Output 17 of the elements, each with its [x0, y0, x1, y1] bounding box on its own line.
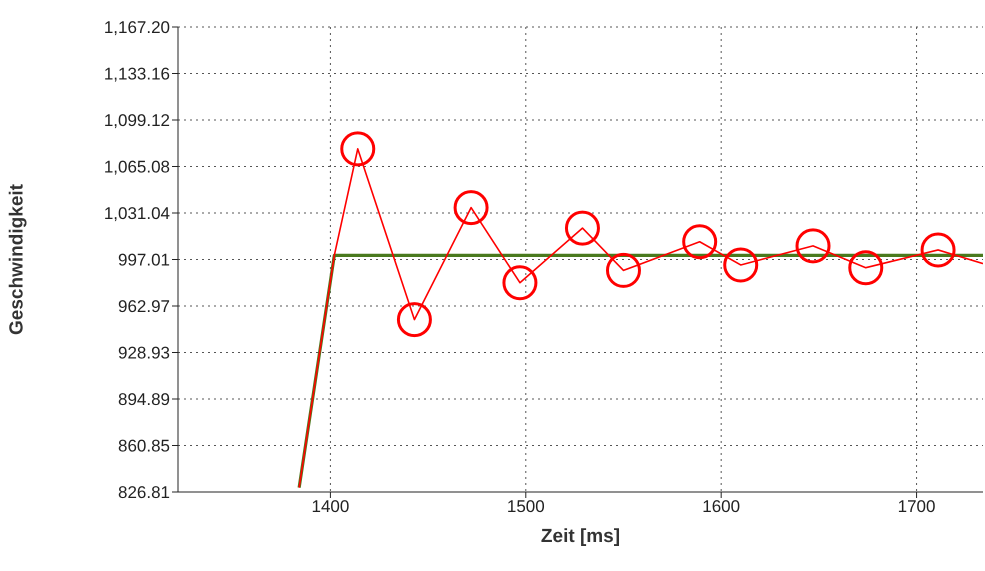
x-tick-label: 1700 [898, 497, 936, 516]
y-tick-label: 1,133.16 [104, 64, 170, 84]
y-tick-label: 1,031.04 [104, 204, 170, 224]
y-tick-label: 962.97 [118, 297, 170, 316]
y-tick-label: 860.85 [118, 436, 170, 456]
x-tick-label: 1600 [702, 497, 740, 516]
y-tick-label: 928.93 [118, 344, 170, 363]
y-tick-label: 1,099.12 [104, 111, 170, 130]
x-axis-title: Zeit [ms] [540, 526, 620, 547]
y-tick-label: 1,065.08 [104, 158, 170, 177]
y-tick-label: 826.81 [118, 483, 170, 502]
y-tick-label: 894.89 [118, 390, 170, 410]
x-tick-label: 1500 [506, 497, 545, 516]
y-tick-label: 1,167.20 [104, 18, 170, 38]
x-tick-label: 1400 [311, 497, 350, 516]
y-tick-label: 997.01 [118, 250, 170, 270]
y-axis-title: Geschwindigkeit [6, 183, 28, 335]
